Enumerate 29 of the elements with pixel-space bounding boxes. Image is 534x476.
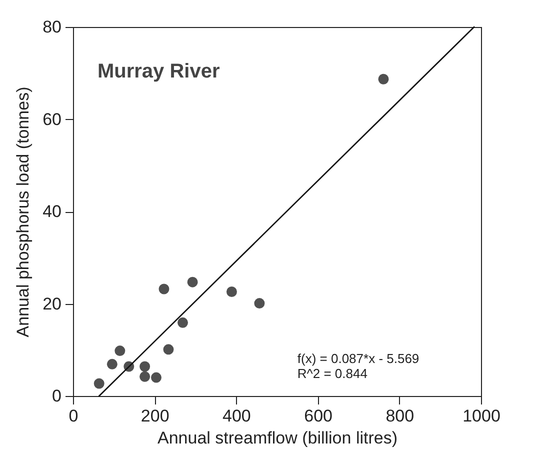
point [178, 317, 188, 328]
annotation: f(x) = 0.087*x - 5.569 [297, 351, 420, 366]
x-tick-label: 200 [140, 406, 170, 426]
y-tick-label: 20 [42, 294, 62, 314]
x-tick-label: 400 [222, 406, 251, 426]
point [106, 358, 118, 370]
point [254, 298, 265, 309]
y-tick-label: 60 [42, 110, 62, 129]
y-tick-label: 80 [42, 18, 62, 36]
point [378, 74, 389, 84]
x-tick-label: 0 [68, 406, 78, 426]
point [94, 378, 104, 389]
point [163, 344, 174, 355]
point [226, 286, 237, 297]
x-tick-label: 800 [386, 406, 414, 426]
point [158, 284, 170, 294]
point [187, 276, 198, 288]
point [140, 361, 150, 372]
x-tick-label: 1000 [462, 406, 500, 426]
point [114, 346, 126, 356]
y-tick-label: 0 [52, 386, 62, 406]
point [140, 371, 150, 382]
annotation: R^2 = 0.844 [297, 366, 368, 381]
point [150, 372, 162, 383]
annotation: Murray River [97, 60, 220, 82]
y-axis-title: Annual phosphorus load (tonnes) [14, 86, 33, 338]
x-tick-label: 600 [304, 406, 332, 426]
y-tick-label: 40 [42, 202, 62, 221]
x-axis-title: Annual streamflow (billion litres) [158, 428, 398, 448]
